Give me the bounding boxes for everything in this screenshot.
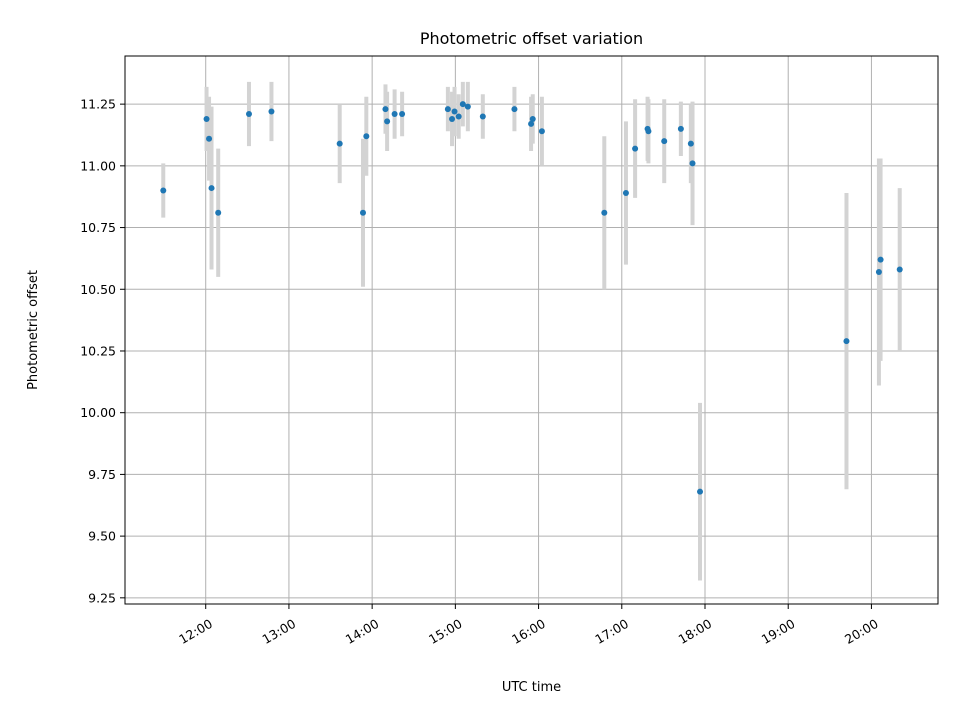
y-tick-label: 11.00 (80, 158, 116, 173)
data-point (160, 187, 167, 194)
data-point (601, 209, 608, 216)
data-point (528, 120, 535, 127)
data-point (382, 106, 389, 113)
data-point (268, 108, 275, 115)
data-point (215, 209, 222, 216)
data-point (359, 209, 366, 216)
x-axis-label: UTC time (502, 680, 561, 695)
data-point (632, 145, 639, 152)
y-tick-label: 11.25 (80, 97, 116, 112)
data-point (875, 268, 882, 275)
data-point (622, 190, 629, 196)
data-point (661, 138, 668, 145)
data-point (459, 101, 466, 108)
y-tick-label: 9.75 (88, 467, 116, 482)
data-point (206, 135, 213, 142)
data-point (511, 106, 518, 113)
data-point (336, 140, 343, 147)
data-point (464, 103, 471, 110)
y-tick-label: 10.25 (80, 343, 116, 358)
data-point (677, 125, 684, 132)
y-axis-label: Photometric offset (26, 270, 41, 390)
plot-frame (124, 55, 939, 605)
data-point (479, 113, 486, 120)
data-point (843, 338, 850, 345)
data-point (687, 140, 694, 147)
data-point (208, 185, 215, 192)
y-tick-label: 10.50 (80, 282, 116, 297)
data-point (538, 128, 545, 135)
data-point (645, 128, 652, 135)
data-point (689, 160, 696, 167)
y-tick-label: 10.00 (80, 405, 116, 420)
data-points (160, 101, 903, 495)
data-point (451, 108, 458, 115)
data-point (449, 115, 456, 122)
data-point (444, 106, 451, 113)
data-point (384, 118, 391, 125)
data-point (203, 115, 210, 122)
data-point (363, 133, 370, 140)
y-tick-label: 10.75 (80, 220, 116, 235)
data-point (896, 266, 903, 273)
y-tick-label: 9.25 (88, 590, 116, 605)
y-tick-label: 9.50 (88, 529, 116, 544)
data-point (245, 111, 252, 118)
data-point (697, 488, 704, 495)
data-point (391, 111, 398, 118)
data-point (529, 115, 536, 122)
data-point (455, 113, 462, 120)
chart-title: Photometric offset variation (420, 29, 643, 48)
data-point (399, 111, 406, 118)
data-point (877, 256, 884, 263)
y-axis-ticks: 9.25 9.50 9.75 10.00 10.25 10.50 10.75 11.00 11.… (80, 97, 125, 605)
